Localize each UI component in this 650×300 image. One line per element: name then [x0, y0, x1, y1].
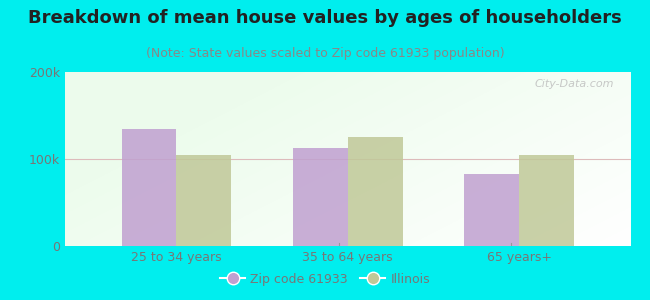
Bar — [176, 154, 231, 246]
Text: City-Data.com: City-Data.com — [534, 79, 614, 89]
Bar — [293, 148, 348, 246]
Text: Breakdown of mean house values by ages of householders: Breakdown of mean house values by ages o… — [28, 9, 622, 27]
Bar — [519, 154, 574, 246]
Bar — [122, 128, 176, 246]
Bar — [464, 174, 519, 246]
Text: (Note: State values scaled to Zip code 61933 population): (Note: State values scaled to Zip code 6… — [146, 46, 504, 59]
Bar — [348, 137, 402, 246]
Legend: Zip code 61933, Illinois: Zip code 61933, Illinois — [215, 268, 435, 291]
